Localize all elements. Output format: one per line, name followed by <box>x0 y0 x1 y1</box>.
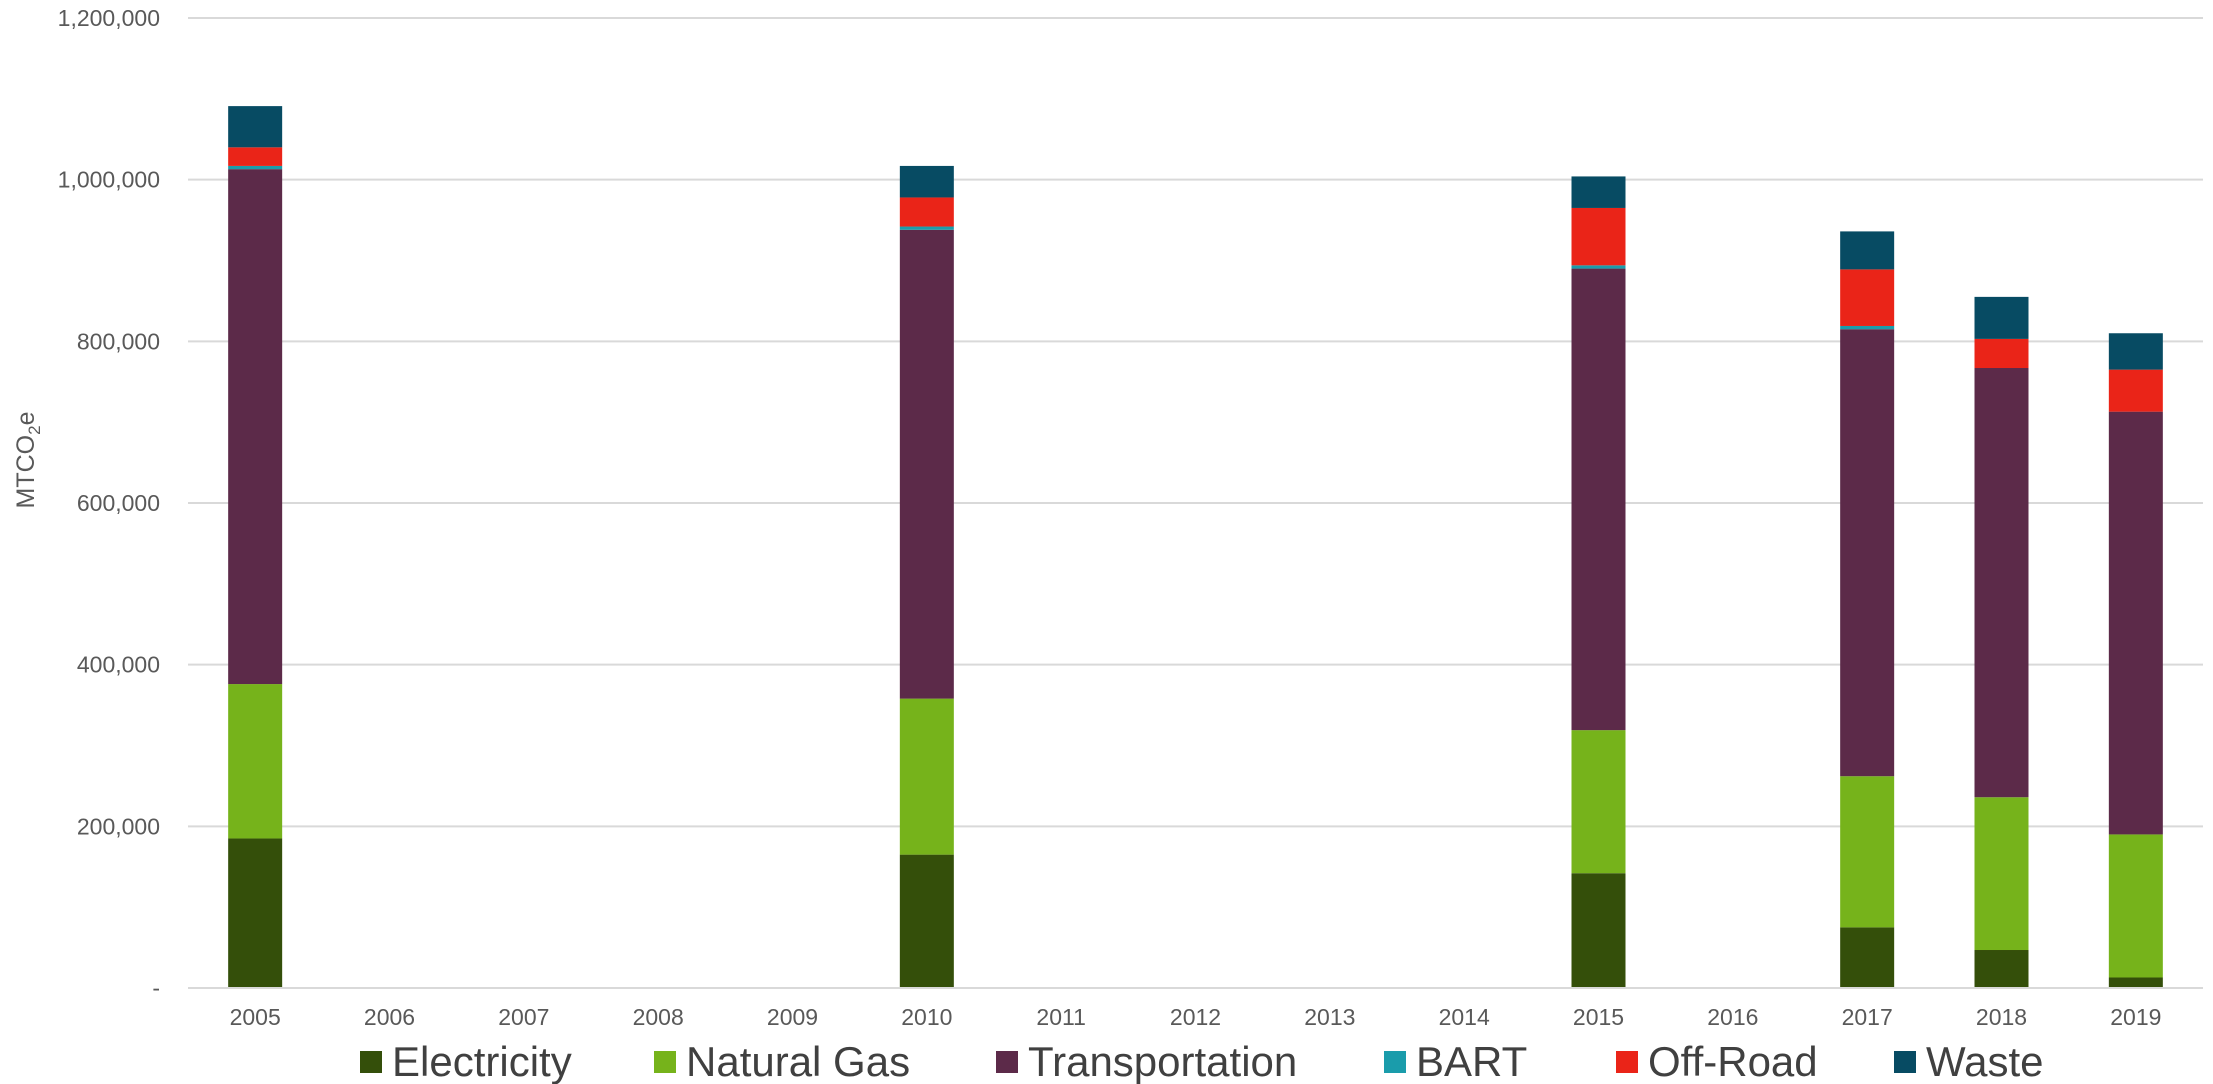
bar-2010-bart <box>899 226 954 230</box>
y-axis-title-main: MTCO <box>12 435 40 509</box>
bar-2010-electricity <box>899 854 954 988</box>
x-tick-label: 2013 <box>1304 1004 1355 1030</box>
bar-2017-waste <box>1840 231 1895 270</box>
bar-2015-waste <box>1571 176 1626 208</box>
bar-2018-natural-gas <box>1974 797 2029 951</box>
x-tick-label: 2008 <box>633 1004 684 1030</box>
legend-swatch-bart <box>1384 1051 1406 1073</box>
bar-2019-natural-gas <box>2108 834 2163 978</box>
bar-2019-electricity <box>2108 977 2163 988</box>
bars <box>228 106 2163 988</box>
y-axis-title-subscript: 2 <box>25 425 44 434</box>
legend-swatch-off-road <box>1616 1051 1638 1073</box>
legend-swatch-natural-gas <box>654 1051 676 1073</box>
bar-2018-off-road <box>1974 338 2029 369</box>
bar-2005-bart <box>228 165 283 170</box>
y-tick-label: 400,000 <box>77 652 160 678</box>
bar-2005-transportation <box>228 169 283 685</box>
legend-swatch-waste <box>1894 1051 1916 1073</box>
legend-label-transportation: Transportation <box>1028 1038 1297 1084</box>
gridlines <box>188 17 2203 828</box>
bar-2015-off-road <box>1571 207 1626 266</box>
y-tick-label: 1,200,000 <box>58 5 160 31</box>
x-tick-label: 2019 <box>2110 1004 2161 1030</box>
bar-2005-electricity <box>228 838 283 988</box>
bar-2015-natural-gas <box>1571 730 1626 874</box>
x-tick-label: 2010 <box>901 1004 952 1030</box>
y-axis-title-suffix: e <box>12 412 40 426</box>
bar-2005-off-road <box>228 147 283 166</box>
bar-2017-off-road <box>1840 269 1895 326</box>
bar-2005-waste <box>228 106 283 148</box>
y-tick-label: 200,000 <box>77 813 160 839</box>
bar-2015-electricity <box>1571 873 1626 988</box>
bar-2018-transportation <box>1974 368 2029 798</box>
bar-2015-transportation <box>1571 268 1626 731</box>
svg-text:MTCO2e: MTCO2e <box>12 412 44 509</box>
x-tick-label: 2012 <box>1170 1004 1221 1030</box>
x-tick-label: 2009 <box>767 1004 818 1030</box>
legend-label-natural-gas: Natural Gas <box>686 1038 910 1084</box>
x-tick-label: 2011 <box>1036 1004 1085 1030</box>
legend: Electricity Natural Gas Transportation BART… <box>360 1038 2043 1084</box>
legend-swatch-transportation <box>996 1051 1018 1073</box>
x-tick-label: 2005 <box>230 1004 281 1030</box>
bar-2019-waste <box>2108 333 2163 370</box>
bar-2010-transportation <box>899 229 954 699</box>
bar-2015-bart <box>1571 265 1626 269</box>
bar-2019-transportation <box>2108 411 2163 835</box>
y-tick-label: - <box>152 975 160 1001</box>
y-tick-label: 1,000,000 <box>58 167 160 193</box>
legend-label-off-road: Off-Road <box>1648 1038 1818 1084</box>
x-tick-label: 2016 <box>1707 1004 1758 1030</box>
x-tick-label: 2007 <box>498 1004 549 1030</box>
y-tick-label: 800,000 <box>77 328 160 354</box>
bar-2017-transportation <box>1840 329 1895 777</box>
legend-label-electricity: Electricity <box>392 1038 572 1084</box>
bar-2010-natural-gas <box>899 698 954 855</box>
legend-label-bart: BART <box>1416 1038 1527 1084</box>
bar-2017-electricity <box>1840 927 1895 988</box>
legend-swatch-electricity <box>360 1051 382 1073</box>
x-tick-label: 2017 <box>1842 1004 1893 1030</box>
x-tick-label: 2015 <box>1573 1004 1624 1030</box>
bar-2018-waste <box>1974 296 2029 339</box>
bar-2017-bart <box>1840 325 1895 330</box>
bar-2019-off-road <box>2108 369 2163 412</box>
legend-label-waste: Waste <box>1926 1038 2043 1084</box>
x-tick-label: 2018 <box>1976 1004 2027 1030</box>
bar-2017-natural-gas <box>1840 776 1895 928</box>
y-tick-label: 600,000 <box>77 490 160 516</box>
y-axis-title: MTCO2e <box>12 412 44 509</box>
bar-2010-waste <box>899 165 954 198</box>
bar-2018-electricity <box>1974 950 2029 988</box>
x-axis-ticks: 2005 2006 2007 2008 2009 2010 2011 2012 2013 2014… <box>230 1004 2162 1030</box>
x-tick-label: 2006 <box>364 1004 415 1030</box>
x-tick-label: 2014 <box>1439 1004 1490 1030</box>
bar-2005-natural-gas <box>228 684 283 839</box>
bar-2010-off-road <box>899 197 954 227</box>
y-axis-ticks: - 200,000 400,000 600,000 800,000 1,000,000 1,… <box>58 5 160 1001</box>
